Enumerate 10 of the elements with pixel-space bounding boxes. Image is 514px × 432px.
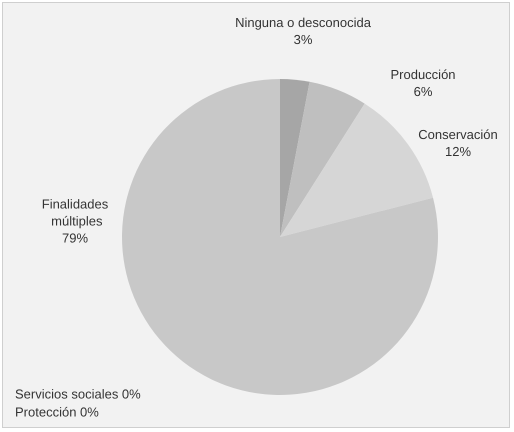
category-label: Servicios sociales 0% (15, 386, 141, 402)
slice-label: Finalidades múltiples (42, 196, 109, 228)
data-label: 3% (294, 32, 313, 47)
data-label: 6% (414, 84, 433, 99)
data-label: 79% (62, 230, 88, 246)
data-label: 12% (444, 144, 472, 159)
slice-label: Producción (390, 67, 456, 82)
category-label: Protección 0% (15, 404, 99, 420)
slice-label: Conservación (418, 127, 498, 142)
slice-label: Ninguna o desconocida (235, 15, 372, 30)
